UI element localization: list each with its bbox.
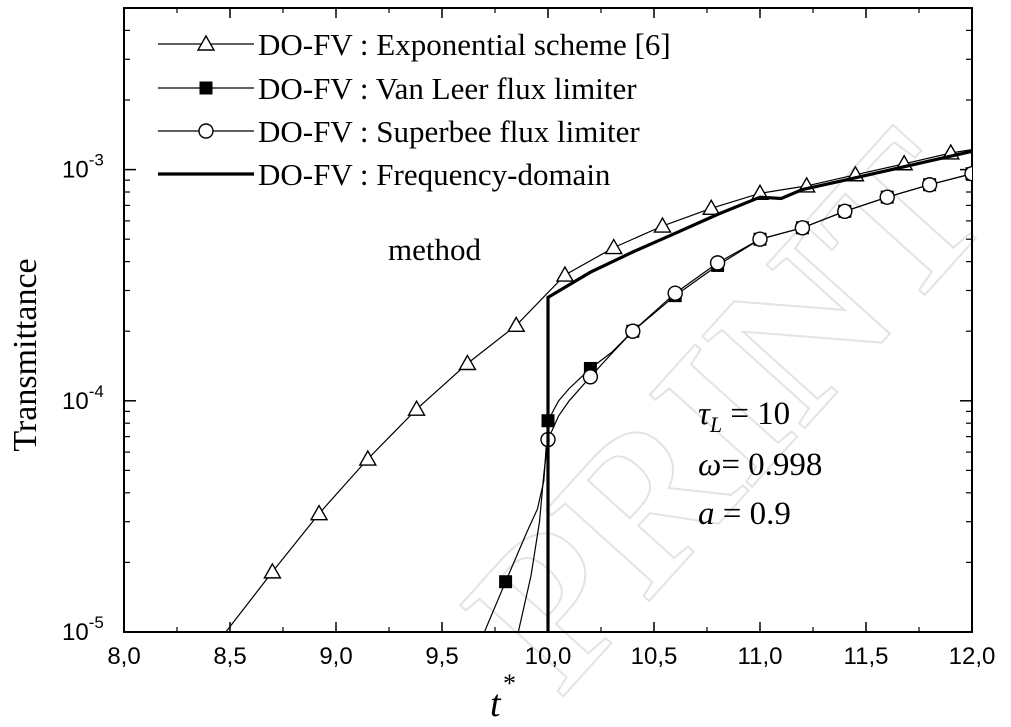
x-axis-label: t: [490, 683, 502, 725]
series-layer: [225, 143, 972, 632]
y-tick-exponent: -5: [89, 613, 104, 632]
series-marker: [921, 177, 938, 193]
series-3: [546, 149, 972, 632]
x-tick-label: 9,0: [319, 643, 352, 670]
x-tick-label: 11,0: [738, 643, 783, 670]
y-tick-label: 10-5: [62, 613, 104, 646]
series-0: [225, 143, 972, 632]
annotation-symbol: a: [698, 496, 715, 532]
annotation: a = 0.9: [698, 496, 791, 532]
legend-marker: [199, 81, 213, 95]
legend-label: DO-FV : Exponential scheme [6]: [258, 27, 671, 62]
x-axis: 8,0 8,5 9,0 9,5 10,0 10,5 11,0 11,5 12,0: [107, 8, 995, 670]
x-tick-label: 8,5: [213, 643, 246, 670]
series-marker: [582, 369, 599, 385]
x-tick-label: 11,5: [844, 643, 889, 670]
legend-marker: [196, 34, 216, 51]
series-marker: [702, 198, 721, 216]
series-marker: [458, 354, 477, 371]
x-tick-label: 10,5: [631, 643, 678, 670]
annotation-value: = 0.9: [715, 496, 791, 532]
annotation-symbol: τ: [698, 396, 711, 432]
series-marker: [879, 189, 895, 205]
series-marker: [604, 238, 623, 255]
series-marker: [837, 203, 853, 220]
y-tick-label: 10-3: [62, 151, 104, 184]
series-line: [546, 149, 972, 632]
y-tick-exponent: -3: [89, 151, 104, 170]
y-tick-label: 10-4: [62, 382, 104, 415]
annotation: τL = 10: [698, 396, 790, 437]
x-tick-label: 12,0: [949, 643, 996, 670]
annotation: ω= 0.998: [698, 447, 822, 483]
series-marker: [709, 255, 726, 271]
series-marker: [407, 399, 426, 416]
series-marker: [667, 285, 683, 301]
series-marker: [750, 183, 770, 200]
legend-label: DO-FV : Superbee flux limiter: [258, 114, 640, 149]
x-tick-label: 9,5: [425, 643, 458, 670]
series-marker: [653, 216, 672, 233]
series-marker: [506, 315, 526, 333]
y-axis-label: Transmittance: [7, 258, 44, 451]
y-tick-exponent: -4: [89, 382, 104, 401]
series-marker: [263, 562, 282, 579]
annotation-value: = 0.998: [721, 447, 822, 483]
series-marker: [499, 575, 513, 589]
x-axis-label-superscript: *: [503, 669, 516, 698]
legend-marker: [198, 123, 214, 139]
annotation-subscript: L: [709, 412, 722, 437]
series-marker: [964, 166, 972, 182]
legend-label-continuation: method: [388, 232, 481, 267]
annotation-value: = 10: [722, 396, 790, 432]
series-marker: [358, 449, 378, 466]
series-marker: [555, 265, 575, 282]
annotation-symbol: ω: [698, 447, 721, 483]
legend: DO-FV : Exponential scheme [6] DO-FV : Va…: [158, 27, 671, 267]
series-marker: [752, 231, 768, 247]
series-2: [517, 166, 972, 632]
series-marker: [794, 220, 811, 236]
legend-label: DO-FV : Frequency-domain: [258, 157, 611, 192]
legend-label: DO-FV : Van Leer flux limiter: [258, 71, 637, 106]
x-tick-label: 10,0: [525, 643, 572, 670]
x-tick-label: 8,0: [107, 643, 140, 670]
series-marker: [625, 323, 641, 339]
series-marker: [309, 504, 329, 521]
